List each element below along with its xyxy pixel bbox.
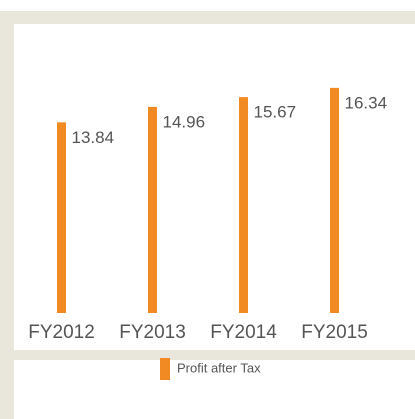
bar — [148, 106, 157, 313]
bar — [330, 87, 339, 313]
x-tick-label: FY2013 — [119, 322, 186, 343]
value-label: 15.67 — [254, 103, 297, 122]
x-tick-label: FY2014 — [210, 322, 277, 343]
plot-panel — [14, 24, 415, 350]
legend-label: Profit after Tax — [177, 360, 261, 375]
top-panel — [0, 0, 415, 11]
legend-panel — [14, 360, 415, 419]
value-label: 13.84 — [72, 128, 115, 147]
x-tick-label: FY2012 — [28, 322, 95, 343]
legend-swatch — [160, 358, 170, 380]
value-label: 14.96 — [163, 112, 206, 131]
bar — [57, 122, 66, 313]
value-label: 16.34 — [345, 93, 388, 112]
x-tick-label: FY2015 — [301, 322, 368, 343]
bar — [239, 97, 248, 313]
